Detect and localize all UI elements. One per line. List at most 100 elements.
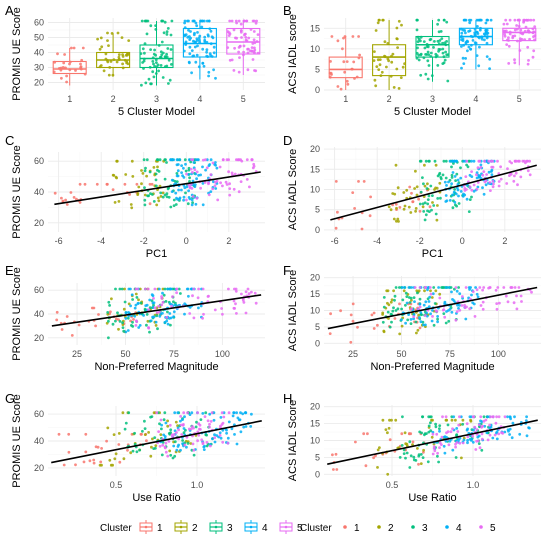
x-tick-label: 50 <box>396 349 406 359</box>
x-tick-label: -6 <box>55 236 63 246</box>
scatter-point <box>435 218 439 222</box>
scatter-point <box>193 168 197 172</box>
jitter-point <box>436 64 440 67</box>
scatter-point <box>164 421 168 425</box>
scatter-point <box>465 159 469 163</box>
jitter-point <box>346 82 350 86</box>
scatter-point <box>129 451 133 455</box>
jitter-point <box>489 18 493 22</box>
scatter-point <box>182 423 185 426</box>
scatter-point <box>174 203 178 206</box>
jitter-point <box>529 18 533 22</box>
jitter-point <box>165 33 169 36</box>
jitter-point <box>377 68 381 71</box>
x-tick-label: 4 <box>473 94 478 104</box>
scatter-point <box>231 414 235 418</box>
y-tick-label: 0 <box>315 338 320 348</box>
scatter-point <box>476 166 480 170</box>
scatter-cluster-1 <box>328 302 422 344</box>
jitter-point <box>70 46 73 50</box>
jitter-point <box>149 82 153 86</box>
legend-key-point <box>284 525 288 529</box>
scatter-point <box>339 309 342 313</box>
panel-letter-c: C <box>5 133 14 148</box>
scatter-point <box>401 415 404 419</box>
scatter-point <box>160 297 164 300</box>
scatter-point <box>130 159 134 163</box>
jitter-point <box>202 64 206 68</box>
jitter-point <box>79 65 83 69</box>
x-tick-label: 3 <box>430 94 435 104</box>
scatter-point <box>427 300 431 303</box>
scatter-point <box>468 185 472 189</box>
scatter-point <box>459 176 463 180</box>
scatter-point <box>434 422 437 426</box>
scatter-point <box>182 166 185 170</box>
scatter-point <box>470 159 473 163</box>
jitter-point <box>74 69 77 72</box>
jitter-point <box>149 24 153 28</box>
scatter-point <box>211 437 214 441</box>
jitter-point <box>378 63 382 67</box>
jitter-point <box>252 30 256 33</box>
scatter-point <box>233 287 236 291</box>
jitter-point <box>155 61 158 64</box>
scatter-point <box>468 415 472 419</box>
scatter-point <box>391 309 395 313</box>
scatter-point <box>427 430 431 434</box>
scatter-point <box>165 161 168 164</box>
scatter-point <box>448 159 452 163</box>
scatter-point <box>174 420 178 424</box>
scatter-point <box>452 299 456 303</box>
scatter-point <box>428 295 432 299</box>
scatter-point <box>449 430 453 434</box>
scatter-point <box>178 158 182 162</box>
legend-item-1: 1 <box>139 520 163 534</box>
scatter-point <box>513 415 516 419</box>
scatter-point <box>464 286 468 289</box>
scatter-point <box>424 286 428 289</box>
jitter-point <box>251 58 255 61</box>
scatter-point <box>457 194 460 198</box>
scatter-point <box>172 204 176 208</box>
jitter-point <box>526 45 530 49</box>
jitter-point <box>207 70 211 74</box>
scatter-point <box>335 468 339 471</box>
jitter-point <box>189 30 192 33</box>
scatter-point <box>173 454 177 458</box>
scatter-point <box>172 315 176 319</box>
scatter-point <box>110 297 113 301</box>
jitter-point <box>256 33 260 36</box>
scatter-point <box>143 169 147 173</box>
scatter-point <box>423 289 426 293</box>
scatter-point <box>232 411 236 415</box>
scatter-point <box>181 442 185 445</box>
scatter-point <box>376 323 379 327</box>
scatter-point <box>496 159 499 163</box>
jitter-point <box>214 76 217 80</box>
scatter-point <box>92 306 96 310</box>
scatter-point <box>182 198 186 202</box>
scatter-point <box>173 180 177 183</box>
scatter-point <box>195 196 199 200</box>
jitter-point <box>527 59 530 62</box>
scatter-point <box>193 183 197 187</box>
scatter-point <box>487 159 491 163</box>
scatter-point <box>149 319 153 323</box>
scatter-point <box>191 170 194 174</box>
scatter-point <box>336 210 339 214</box>
scatter-point <box>480 432 484 436</box>
scatter-point <box>418 209 422 213</box>
jitter-point <box>169 48 173 51</box>
scatter-point <box>194 202 198 206</box>
y-tick-label: 30 <box>34 63 44 73</box>
scatter-point <box>120 287 124 291</box>
scatter-point <box>169 205 173 209</box>
scatter-point <box>139 301 143 305</box>
scatter-point <box>450 182 453 186</box>
scatter-point <box>129 287 132 291</box>
x-axis-title: Use Ratio <box>408 492 456 504</box>
jitter-point <box>461 37 465 41</box>
scatter-point <box>208 425 211 429</box>
scatter-point <box>423 184 427 188</box>
